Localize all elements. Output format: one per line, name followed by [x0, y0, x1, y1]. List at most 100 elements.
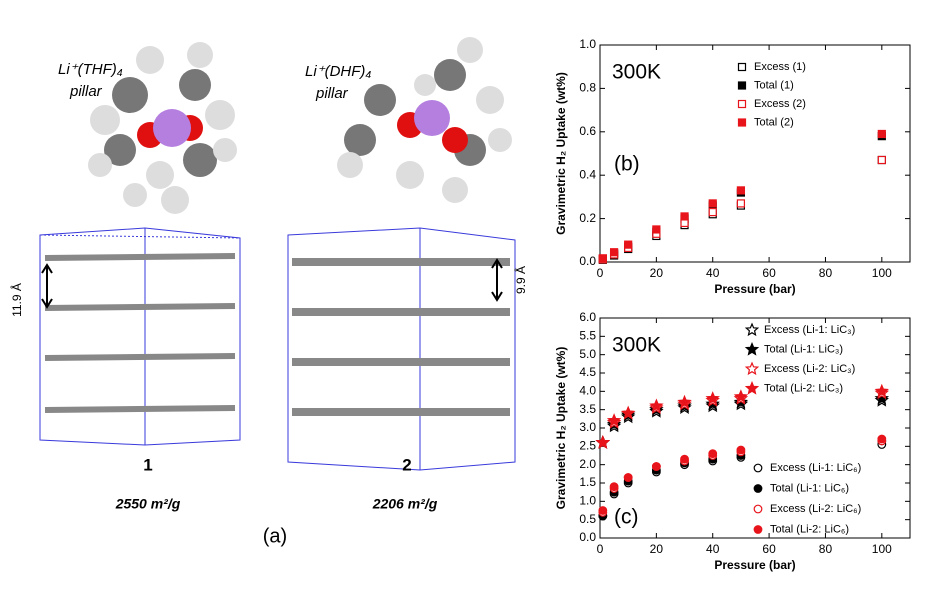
y-axis-label: Gravimetric H₂ Uptake (wt%) [554, 347, 568, 510]
marker [744, 380, 760, 395]
x-tick-label: 20 [650, 266, 664, 280]
x-tick-label: 20 [650, 542, 664, 556]
legend-label: Total (Li-2: LiC₃) [764, 382, 843, 394]
marker [595, 435, 610, 449]
marker [598, 254, 607, 263]
marker [708, 199, 717, 208]
marker [753, 525, 763, 534]
legend-label: Total (Li-1: LiC₃) [764, 343, 843, 355]
marker [737, 62, 747, 72]
y-tick-label: 5.0 [579, 347, 596, 361]
marker [737, 99, 747, 109]
marker [753, 504, 763, 514]
x-tick-label: 100 [872, 542, 892, 556]
x-tick-label: 40 [706, 542, 720, 556]
y-tick-label: 5.5 [579, 329, 596, 343]
marker [733, 389, 749, 403]
x-tick-label: 80 [819, 266, 833, 280]
annotation: (c) [614, 506, 639, 529]
surface-area: 2550 m²/g [115, 496, 181, 512]
legend-label: Excess (Li-1: LiC₃) [764, 324, 855, 336]
spacing-arrows [41, 258, 503, 309]
legend-label: Excess (1) [754, 61, 806, 73]
marker [753, 484, 763, 493]
marker [737, 81, 747, 90]
structure-number: 2 [402, 455, 411, 474]
x-tick-label: 0 [597, 266, 604, 280]
marker [652, 225, 661, 234]
marker [705, 391, 720, 405]
marker [737, 118, 747, 127]
y-tick-label: 0.0 [579, 530, 596, 544]
y-tick-label: 0.4 [579, 167, 596, 181]
marker [624, 240, 633, 249]
marker [877, 155, 886, 165]
y-tick-label: 6.0 [579, 310, 596, 324]
marker [753, 463, 763, 473]
y-tick-label: 0.0 [579, 254, 596, 268]
spacing-label: 11.9 Å [9, 283, 24, 317]
legend-label: Excess (2) [754, 98, 806, 110]
marker [598, 506, 608, 515]
x-tick-label: 100 [872, 266, 892, 280]
pillar-note: pillar [69, 83, 103, 100]
legend-label: Total (2) [754, 116, 794, 128]
y-tick-label: 0.6 [579, 124, 596, 138]
molecule-1 [88, 42, 237, 214]
marker [744, 341, 760, 356]
marker [609, 248, 619, 257]
lattice-1 [39, 227, 241, 446]
pillar-label: Li⁺(DHF)₄ [305, 63, 371, 80]
y-tick-label: 4.5 [579, 365, 596, 379]
x-tick-label: 60 [762, 266, 776, 280]
marker [874, 383, 889, 398]
x-tick-label: 80 [819, 542, 833, 556]
legend-label: Total (Li-1: LiC₆) [770, 482, 849, 494]
marker [677, 394, 692, 409]
annotation: (b) [614, 153, 640, 176]
y-tick-label: 0.8 [579, 81, 596, 95]
marker [736, 186, 746, 195]
annotation: 300K [612, 334, 661, 357]
y-tick-label: 1.0 [579, 37, 596, 51]
y-axis-label: Gravimetric H₂ Uptake (wt%) [554, 72, 568, 235]
marker [736, 445, 746, 455]
y-tick-label: 3.0 [579, 420, 596, 434]
lattice-2 [287, 227, 516, 471]
marker [744, 322, 760, 337]
marker [708, 449, 718, 459]
y-tick-label: 1.0 [579, 494, 596, 508]
marker [621, 405, 636, 420]
x-axis-label: Pressure (bar) [714, 282, 795, 296]
marker [651, 462, 661, 471]
pillar-note: pillar [315, 85, 349, 102]
marker [708, 207, 717, 217]
y-tick-label: 2.5 [579, 439, 596, 453]
plot-frame [599, 44, 911, 263]
legend-label: Total (Li-2: LiC₆) [770, 523, 849, 535]
pillar-label: Li⁺(THF)₄ [58, 61, 123, 78]
marker [623, 473, 633, 482]
x-tick-label: 60 [762, 542, 776, 556]
marker [609, 482, 619, 492]
marker [680, 454, 689, 464]
y-tick-label: 2.0 [579, 457, 596, 471]
panel-caption: (a) [263, 525, 287, 547]
marker [680, 212, 689, 221]
structure-number: 1 [143, 455, 152, 474]
marker [877, 434, 887, 444]
marker [606, 413, 622, 427]
marker [649, 398, 664, 413]
molecule-2 [337, 37, 512, 203]
y-tick-label: 3.5 [579, 402, 596, 416]
x-tick-label: 40 [706, 266, 720, 280]
legend-label: Excess (Li-2: LiC₃) [764, 363, 855, 375]
legend-label: Total (1) [754, 79, 794, 91]
x-tick-label: 0 [597, 542, 604, 556]
legend-label: Excess (Li-2: LiC₆) [770, 503, 861, 515]
surface-area: 2206 m²/g [372, 496, 438, 512]
y-tick-label: 4.0 [579, 384, 596, 398]
marker [877, 129, 886, 139]
spacing-label: 9.9 Å [513, 266, 528, 294]
